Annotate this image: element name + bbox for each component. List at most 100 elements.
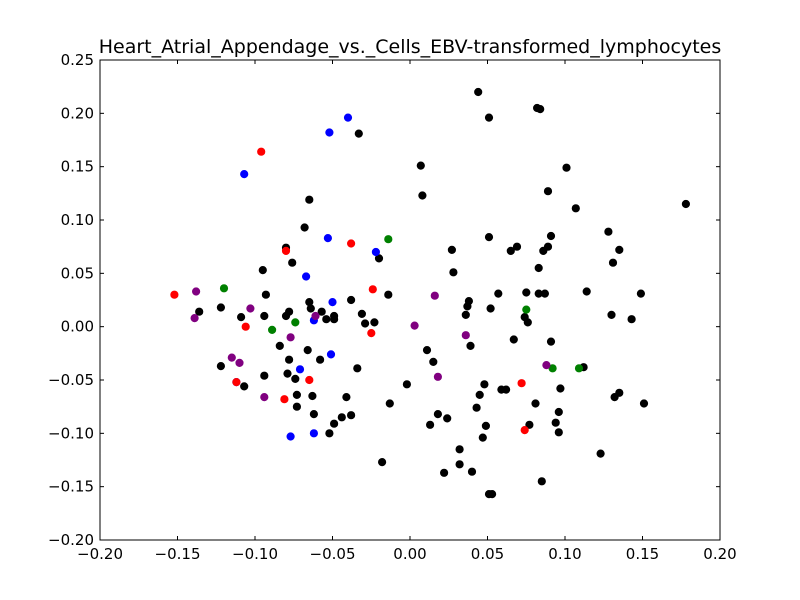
data-point xyxy=(540,289,550,298)
x-tick-label: 0.10 xyxy=(548,545,581,563)
data-point xyxy=(512,242,522,251)
data-point xyxy=(418,191,427,200)
data-point xyxy=(216,362,225,371)
x-tick-label: 0.05 xyxy=(471,545,504,563)
y-axis: −0.20 −0.15 −0.10 −0.05 0.00 0.05 0.10 0.15 0.20… xyxy=(48,51,720,549)
data-point xyxy=(546,231,556,241)
data-point xyxy=(367,329,376,338)
data-point xyxy=(326,350,336,359)
data-point xyxy=(488,490,497,499)
x-tick-label: 0.20 xyxy=(703,545,736,563)
data-point xyxy=(300,223,309,232)
data-point xyxy=(227,353,236,362)
data-point xyxy=(543,187,553,196)
chart-title: Heart_Atrial_Appendage_vs._Cells_EBV-tra… xyxy=(99,36,721,58)
data-point xyxy=(241,322,250,331)
data-point xyxy=(311,311,320,321)
data-point xyxy=(562,163,571,172)
data-point xyxy=(317,307,326,316)
data-point xyxy=(288,258,297,267)
data-point xyxy=(554,428,563,437)
data-point xyxy=(240,382,249,391)
data-point xyxy=(433,410,442,419)
data-point xyxy=(604,227,613,236)
points-layer xyxy=(170,87,691,499)
data-point xyxy=(322,315,331,324)
data-point xyxy=(190,314,199,323)
data-point xyxy=(280,395,289,404)
data-point xyxy=(281,246,291,255)
data-point xyxy=(308,391,317,401)
data-point xyxy=(461,331,470,340)
x-tick-label: −0.20 xyxy=(77,545,123,563)
data-point xyxy=(636,289,646,298)
data-point xyxy=(371,247,380,257)
data-point xyxy=(337,413,346,422)
data-point xyxy=(608,258,618,267)
data-point xyxy=(475,390,484,399)
data-point xyxy=(261,290,270,299)
y-tick-label: −0.20 xyxy=(48,531,94,549)
data-point xyxy=(309,410,318,419)
y-tick-label: 0.20 xyxy=(61,104,94,122)
data-point xyxy=(509,335,518,344)
data-point xyxy=(325,429,334,438)
data-point xyxy=(347,295,356,305)
data-point xyxy=(258,266,267,275)
data-point xyxy=(330,419,339,428)
y-tick-label: −0.10 xyxy=(48,424,94,442)
data-point xyxy=(531,399,540,408)
data-point xyxy=(374,254,384,263)
data-point xyxy=(232,378,241,387)
data-point xyxy=(260,371,269,380)
data-point xyxy=(520,426,529,435)
data-point xyxy=(534,263,543,273)
data-point xyxy=(494,289,503,298)
data-point xyxy=(303,346,312,355)
data-point xyxy=(260,311,269,321)
data-point xyxy=(543,242,553,251)
data-point xyxy=(522,305,531,314)
data-point xyxy=(268,325,277,334)
data-point xyxy=(426,420,435,429)
data-point xyxy=(422,346,432,355)
data-point xyxy=(330,315,339,324)
data-point xyxy=(384,235,393,244)
data-point xyxy=(474,87,483,97)
data-point xyxy=(246,304,255,313)
y-tick-label: −0.05 xyxy=(48,371,94,389)
data-point xyxy=(523,318,532,327)
data-point xyxy=(325,128,334,137)
data-point xyxy=(525,420,534,429)
x-axis: −0.20 −0.15 −0.10 −0.05 0.00 0.05 0.10 0.15 0.20 xyxy=(77,60,737,563)
x-tick-label: −0.15 xyxy=(155,545,201,563)
data-point xyxy=(370,318,379,327)
data-point xyxy=(443,414,452,423)
data-point xyxy=(440,468,449,477)
data-point xyxy=(464,297,473,306)
data-point xyxy=(275,341,284,350)
data-point xyxy=(286,432,295,441)
data-point xyxy=(433,372,442,381)
data-point xyxy=(302,272,311,281)
y-tick-label: 0.05 xyxy=(61,264,94,282)
data-point xyxy=(384,290,393,299)
data-point xyxy=(480,380,489,389)
data-point xyxy=(447,245,456,254)
x-tick-label: −0.05 xyxy=(310,545,356,563)
data-point xyxy=(170,290,179,299)
data-point xyxy=(240,170,249,179)
data-point xyxy=(385,399,394,408)
data-point xyxy=(537,477,546,486)
data-point xyxy=(410,321,419,330)
data-point xyxy=(466,341,475,350)
data-point xyxy=(343,113,353,122)
data-point xyxy=(536,105,545,114)
data-point xyxy=(260,393,269,402)
data-point xyxy=(292,402,301,411)
data-point xyxy=(347,239,356,248)
data-point xyxy=(357,309,366,318)
data-point xyxy=(342,393,351,402)
data-point xyxy=(461,310,470,319)
